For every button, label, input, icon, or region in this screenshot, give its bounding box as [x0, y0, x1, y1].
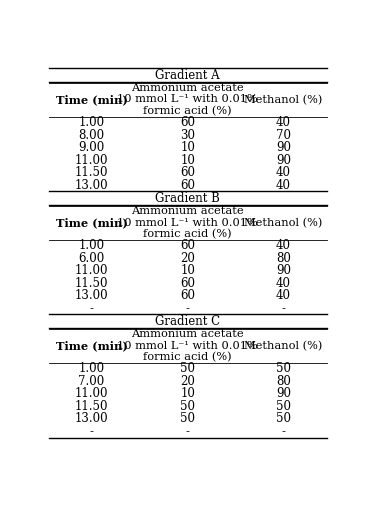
Text: 90: 90	[276, 154, 291, 167]
Text: 10: 10	[180, 154, 195, 167]
Text: 20: 20	[180, 375, 195, 388]
Text: Methanol (%): Methanol (%)	[244, 341, 323, 351]
Text: 40: 40	[276, 117, 291, 129]
Text: 90: 90	[276, 387, 291, 401]
Text: 60: 60	[180, 117, 195, 129]
Text: 60: 60	[180, 166, 195, 179]
Text: 50: 50	[180, 362, 195, 375]
Text: Methanol (%): Methanol (%)	[244, 217, 323, 228]
Text: 9.00: 9.00	[78, 141, 105, 154]
Text: 10: 10	[180, 141, 195, 154]
Text: 13.00: 13.00	[75, 412, 108, 425]
Text: 60: 60	[180, 277, 195, 290]
Text: 50: 50	[180, 400, 195, 413]
Text: 13.00: 13.00	[75, 178, 108, 192]
Text: 11.00: 11.00	[75, 387, 108, 401]
Text: Time (min): Time (min)	[56, 340, 127, 351]
Text: 50: 50	[276, 400, 291, 413]
Text: 40: 40	[276, 166, 291, 179]
Text: -: -	[90, 302, 94, 315]
Text: 20: 20	[180, 252, 195, 265]
Text: 60: 60	[180, 239, 195, 253]
Text: 40: 40	[276, 239, 291, 253]
Text: Gradient A: Gradient A	[155, 69, 220, 81]
Text: 70: 70	[276, 129, 291, 142]
Text: -: -	[90, 425, 94, 438]
Text: 11.50: 11.50	[75, 277, 108, 290]
Text: 11.00: 11.00	[75, 264, 108, 277]
Text: 50: 50	[180, 412, 195, 425]
Text: 13.00: 13.00	[75, 289, 108, 302]
Text: 11.50: 11.50	[75, 166, 108, 179]
Text: Ammonium acetate
10 mmol L⁻¹ with 0.01%
formic acid (%): Ammonium acetate 10 mmol L⁻¹ with 0.01% …	[117, 83, 258, 117]
Text: -: -	[186, 302, 190, 315]
Text: 90: 90	[276, 264, 291, 277]
Text: Gradient C: Gradient C	[155, 314, 220, 328]
Text: 10: 10	[180, 387, 195, 401]
Text: 7.00: 7.00	[78, 375, 105, 388]
Text: -: -	[186, 425, 190, 438]
Text: 40: 40	[276, 178, 291, 192]
Text: 60: 60	[180, 178, 195, 192]
Text: 10: 10	[180, 264, 195, 277]
Text: Time (min): Time (min)	[56, 94, 127, 105]
Text: 40: 40	[276, 277, 291, 290]
Text: Ammonium acetate
10 mmol L⁻¹ with 0.01%
formic acid (%): Ammonium acetate 10 mmol L⁻¹ with 0.01% …	[117, 329, 258, 363]
Text: 50: 50	[276, 412, 291, 425]
Text: 8.00: 8.00	[79, 129, 105, 142]
Text: 40: 40	[276, 289, 291, 302]
Text: 50: 50	[276, 362, 291, 375]
Text: 90: 90	[276, 141, 291, 154]
Text: 6.00: 6.00	[78, 252, 105, 265]
Text: 1.00: 1.00	[79, 117, 105, 129]
Text: 1.00: 1.00	[79, 362, 105, 375]
Text: Methanol (%): Methanol (%)	[244, 94, 323, 105]
Text: Ammonium acetate
10 mmol L⁻¹ with 0.01%
formic acid (%): Ammonium acetate 10 mmol L⁻¹ with 0.01% …	[117, 206, 258, 239]
Text: 11.00: 11.00	[75, 154, 108, 167]
Text: -: -	[281, 302, 285, 315]
Text: -: -	[281, 425, 285, 438]
Text: 60: 60	[180, 289, 195, 302]
Text: 80: 80	[276, 252, 291, 265]
Text: 30: 30	[180, 129, 195, 142]
Text: 11.50: 11.50	[75, 400, 108, 413]
Text: 1.00: 1.00	[79, 239, 105, 253]
Text: Gradient B: Gradient B	[155, 192, 220, 205]
Text: 80: 80	[276, 375, 291, 388]
Text: Time (min): Time (min)	[56, 217, 127, 228]
